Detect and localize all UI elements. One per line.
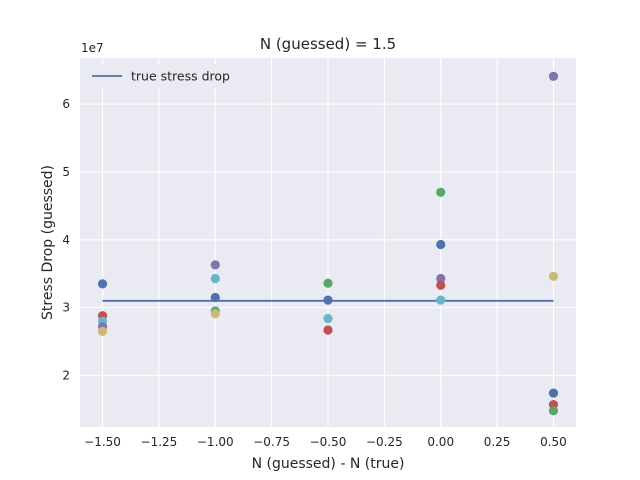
y-tick-label: 2 (62, 368, 70, 382)
y-axis-label: Stress Drop (guessed) (40, 165, 56, 320)
legend-label: true stress drop (131, 69, 230, 84)
x-tick-label: −1.25 (141, 435, 178, 449)
data-point (323, 325, 333, 335)
y-offset-label: 1e7 (81, 41, 104, 55)
points-layer (97, 71, 559, 416)
x-axis-label: N (guessed) - N (true) (252, 456, 405, 472)
data-point (436, 187, 446, 197)
data-point (436, 239, 446, 250)
y-tick-label: 4 (62, 233, 70, 247)
x-tick-label: −0.75 (253, 435, 290, 449)
y-tick-label: 3 (62, 301, 70, 315)
tick-labels: −1.50 −1.25 −1.00 −0.75 −0.50 −0.25 0.00 0.25 0.… (62, 97, 566, 449)
data-point (210, 292, 220, 303)
data-point (97, 326, 108, 336)
y-tick-label: 6 (62, 97, 70, 111)
x-tick-label: −0.50 (310, 435, 347, 449)
data-point (323, 313, 333, 324)
data-point (548, 388, 559, 398)
data-point (548, 406, 559, 416)
data-point (436, 295, 446, 305)
x-tick-label: 0.25 (484, 435, 511, 449)
data-point (210, 273, 220, 284)
legend: true stress drop (86, 64, 246, 88)
data-point (436, 280, 446, 290)
y-tick-label: 5 (62, 165, 70, 179)
data-point (210, 309, 220, 319)
chart-title: N (guessed) = 1.5 (260, 35, 396, 53)
x-tick-label: −1.50 (84, 435, 121, 449)
grid (80, 58, 576, 427)
data-point (323, 278, 333, 288)
data-point (548, 271, 559, 282)
data-point (548, 71, 559, 81)
x-tick-label: 0.50 (540, 435, 567, 449)
data-point (436, 273, 446, 284)
data-point (323, 295, 333, 305)
data-point (210, 260, 220, 270)
x-tick-label: 0.00 (427, 435, 454, 449)
x-tick-label: −0.25 (366, 435, 403, 449)
x-tick-label: −1.00 (197, 435, 234, 449)
data-point (97, 279, 108, 289)
